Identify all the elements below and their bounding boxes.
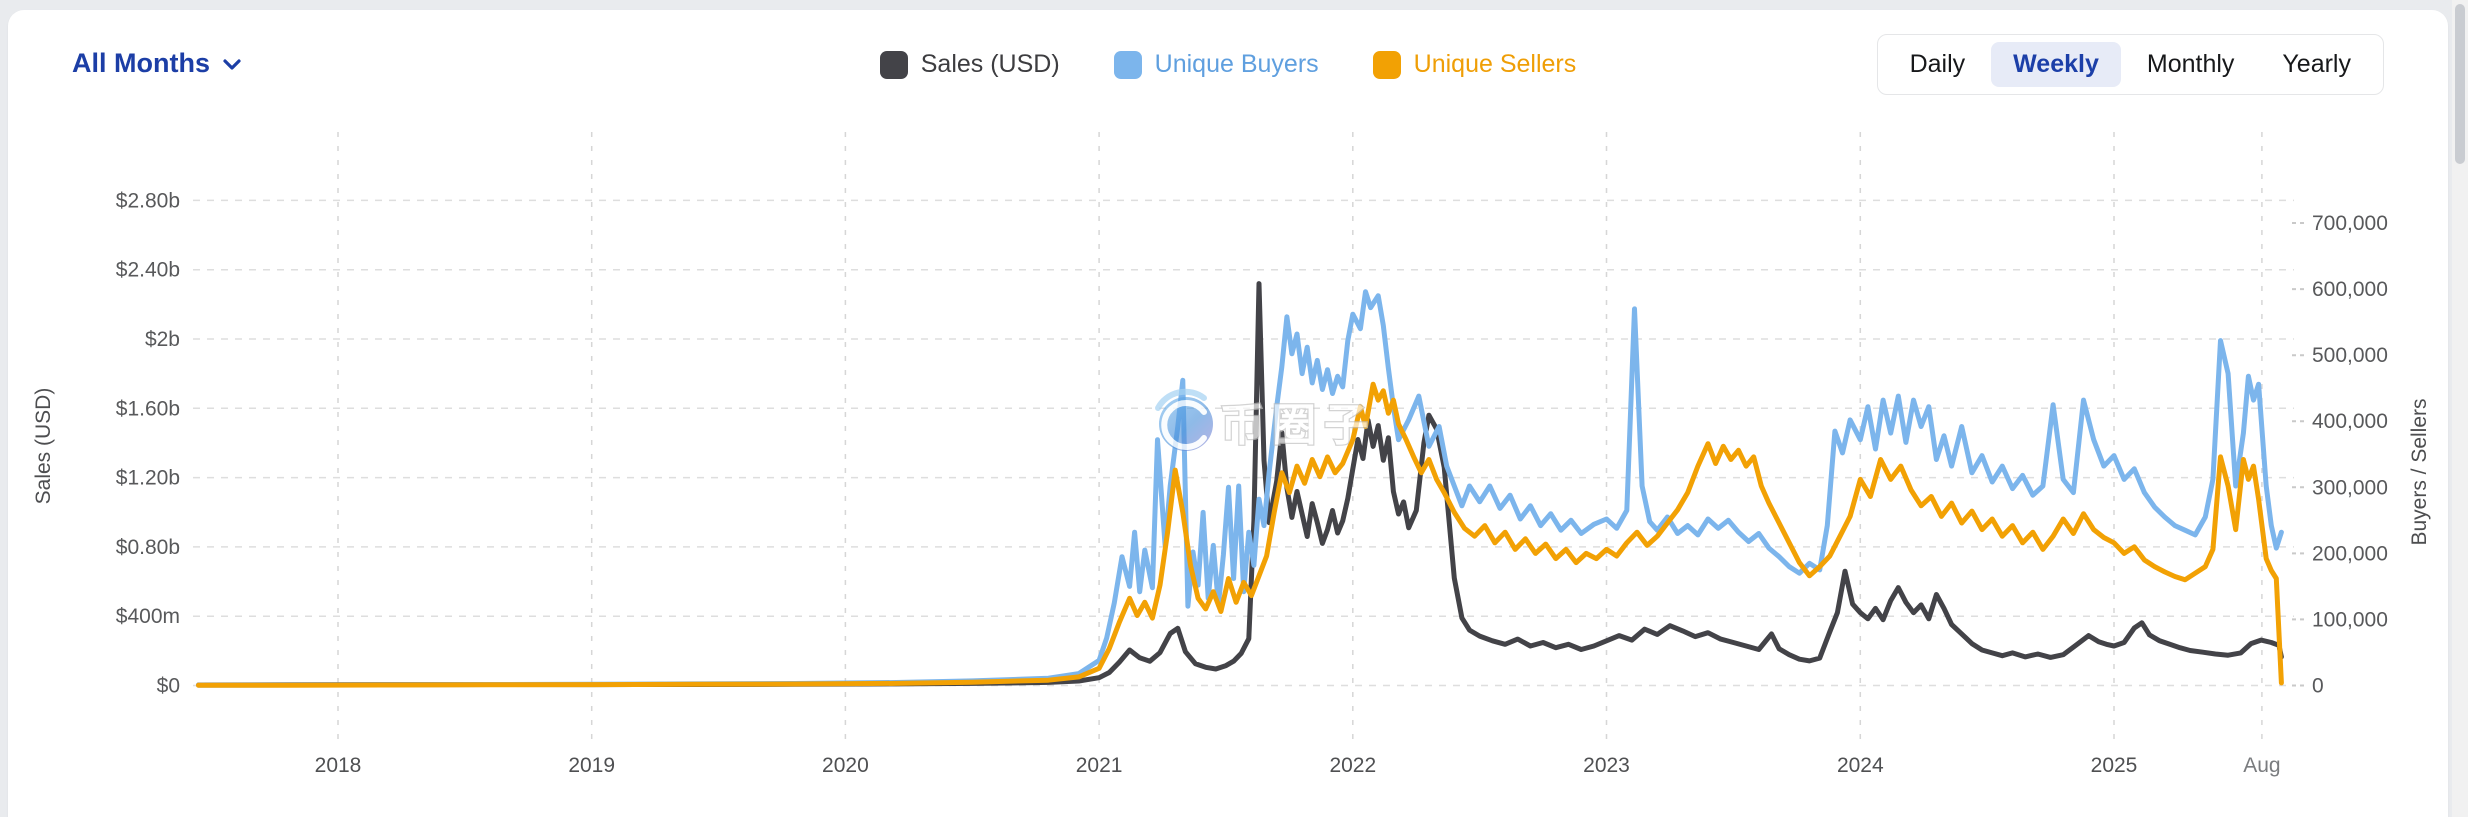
scrollbar-track[interactable]: [2452, 0, 2468, 817]
watermark: 币圈子: [1155, 388, 1376, 451]
legend-swatch: [1113, 50, 1142, 79]
chevron-down-icon: [223, 58, 241, 70]
tab-monthly[interactable]: Monthly: [2146, 50, 2235, 78]
y-left-tick-label: $1.60b: [116, 397, 180, 420]
x-axis-label: 2024: [1837, 754, 1884, 777]
legend-item-unique-buyers[interactable]: Unique Buyers: [1113, 50, 1319, 79]
x-axis-label: 2023: [1583, 754, 1630, 777]
tab-daily[interactable]: Daily: [1909, 50, 1966, 78]
x-axis-label: 2025: [2091, 754, 2138, 777]
chart-card: All Months Sales (USD) Unique Buyers Uniqu…: [8, 10, 2448, 817]
y-right-tick-label: 300,000: [2312, 476, 2388, 499]
tab-weekly[interactable]: Weekly: [1991, 42, 2121, 87]
legend: Sales (USD) Unique Buyers Unique Sellers: [8, 50, 2448, 79]
x-axis-label: 2020: [822, 754, 869, 777]
x-axis-label: 2021: [1076, 754, 1123, 777]
x-axis-label: Aug: [2243, 754, 2280, 777]
y-right-tick-label: 200,000: [2312, 542, 2388, 565]
scrollbar-thumb[interactable]: [2455, 4, 2465, 164]
y-left-tick-label: $2.40b: [116, 259, 180, 282]
series-sales-usd-line[interactable]: [196, 281, 2284, 688]
legend-label: Sales (USD): [920, 50, 1060, 78]
y-right-tick-label: 600,000: [2312, 278, 2388, 301]
y-right-tick-label: 0: [2312, 675, 2324, 698]
y-left-tick-label: $2.80b: [116, 189, 180, 212]
y-left-tick-label: $0: [157, 675, 180, 698]
tab-yearly[interactable]: Yearly: [2282, 50, 2351, 78]
legend-swatch: [1372, 50, 1401, 79]
y-right-tick-label: 400,000: [2312, 410, 2388, 433]
y-left-tick-label: $0.80b: [116, 536, 180, 559]
series-unique-buyers-line[interactable]: [196, 289, 2284, 688]
interval-tabs: Daily Weekly Monthly Yearly: [1876, 34, 2384, 95]
watermark-text: 币圈子: [1220, 401, 1376, 450]
y-left-tick-label: $2b: [145, 328, 180, 351]
y-axis-title-right: Buyers / Sellers: [2408, 398, 2431, 546]
y-right-tick-label: 700,000: [2312, 212, 2388, 235]
y-right-tick-label: 500,000: [2312, 344, 2388, 367]
series-unique-sellers-line[interactable]: [196, 381, 2284, 688]
x-axis-label: 2022: [1329, 754, 1376, 777]
legend-swatch: [879, 50, 908, 79]
y-right-tick-label: 100,000: [2312, 608, 2388, 631]
x-axis-label: 2019: [568, 754, 615, 777]
legend-item-sales-usd[interactable]: Sales (USD): [879, 50, 1060, 79]
legend-label: Unique Buyers: [1154, 50, 1319, 78]
chart-canvas: $2.80b $2.40b $2b $1.60b $1.20b $0.80b $400m $0…: [116, 132, 2388, 777]
y-left-tick-label: $400m: [116, 605, 180, 628]
x-axis-label: 2018: [315, 754, 362, 777]
legend-item-unique-sellers[interactable]: Unique Sellers: [1372, 50, 1577, 79]
months-filter-label: All Months: [72, 48, 210, 78]
months-filter-dropdown[interactable]: All Months: [72, 48, 244, 79]
y-axis-title-left: Sales (USD): [32, 387, 55, 505]
y-left-tick-label: $1.20b: [116, 467, 180, 490]
legend-label: Unique Sellers: [1413, 50, 1577, 78]
